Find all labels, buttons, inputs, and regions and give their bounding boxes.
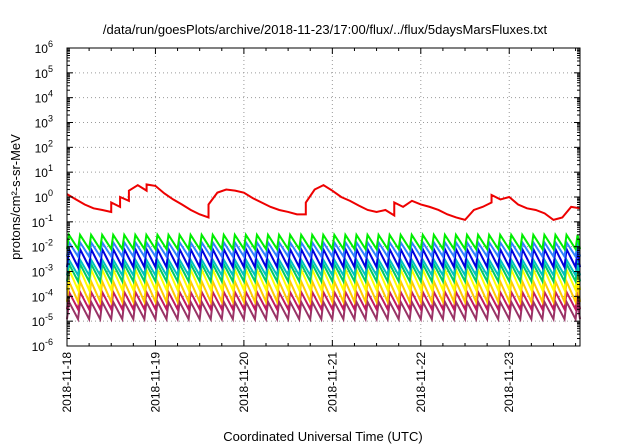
- y-tick-label-exponent: 3: [48, 114, 53, 124]
- y-tick-label: 106: [35, 39, 53, 56]
- y-tick-label: 104: [35, 89, 53, 106]
- red-flux-series-line: [66, 183, 581, 221]
- y-tick-label: 10-5: [32, 312, 53, 329]
- y-tick-label-exponent: 5: [48, 64, 53, 74]
- y-tick-label-base: 10: [32, 216, 46, 230]
- x-tick-label: 2018-11-18: [60, 352, 74, 413]
- y-tick-label-exponent: -2: [45, 238, 53, 248]
- y-tick-label-base: 10: [35, 67, 49, 81]
- flux-series-line: [66, 239, 581, 260]
- x-tick-label: 2018-11-23: [502, 352, 516, 413]
- y-axis: 10-610-510-410-310-210-11001011021031041…: [32, 39, 580, 354]
- y-tick-label-exponent: 0: [48, 188, 53, 198]
- y-tick-label-base: 10: [35, 191, 49, 205]
- y-tick-label: 103: [35, 114, 53, 131]
- y-tick-label: 102: [35, 138, 53, 155]
- y-tick-label-exponent: 2: [48, 138, 53, 148]
- y-tick-label: 105: [35, 64, 53, 81]
- flux-series-line: [66, 298, 581, 323]
- y-tick-label-base: 10: [32, 290, 46, 304]
- x-axis-title: Coordinated Universal Time (UTC): [223, 429, 422, 444]
- y-axis-title: protons/cm²-s-sr-MeV: [8, 134, 23, 260]
- y-tick-label-exponent: 1: [48, 163, 53, 173]
- y-tick-label-base: 10: [35, 141, 49, 155]
- series-layer: [66, 183, 581, 323]
- y-tick-label: 10-3: [32, 263, 53, 280]
- y-tick-label-base: 10: [32, 266, 46, 280]
- y-tick-label-base: 10: [35, 42, 49, 56]
- x-axis: 2018-11-18 2018-11-19 2018-11-20 2018-11-21…: [60, 48, 577, 413]
- y-tick-label-base: 10: [32, 241, 46, 255]
- y-tick-label-exponent: -5: [45, 312, 53, 322]
- y-tick-label: 100: [35, 188, 53, 205]
- y-tick-label-exponent: -6: [45, 337, 53, 347]
- y-tick-label: 10-6: [32, 337, 53, 354]
- y-tick-label-exponent: -4: [45, 287, 53, 297]
- y-tick-label-exponent: 6: [48, 39, 53, 49]
- y-tick-label: 10-1: [32, 213, 53, 230]
- flux-series-line: [66, 231, 581, 252]
- x-tick-label: 2018-11-21: [325, 352, 339, 413]
- y-tick-label-base: 10: [35, 92, 49, 106]
- y-tick-label-base: 10: [32, 340, 46, 354]
- y-tick-label-exponent: -3: [45, 263, 53, 273]
- y-tick-label-base: 10: [35, 166, 49, 180]
- y-tick-label: 10-2: [32, 238, 53, 255]
- x-tick-label: 2018-11-22: [414, 352, 428, 413]
- y-tick-label: 101: [35, 163, 53, 180]
- y-tick-label-base: 10: [32, 315, 46, 329]
- flux-series-line: [66, 277, 581, 306]
- x-tick-label: 2018-11-19: [148, 352, 162, 413]
- y-tick-label-exponent: -1: [45, 213, 53, 223]
- y-tick-label-base: 10: [35, 117, 49, 131]
- y-tick-label-exponent: 4: [48, 89, 53, 99]
- x-tick-label: 2018-11-20: [237, 352, 251, 413]
- chart-title: /data/run/goesPlots/archive/2018-11-23/1…: [103, 22, 548, 37]
- y-tick-label: 10-4: [32, 287, 53, 304]
